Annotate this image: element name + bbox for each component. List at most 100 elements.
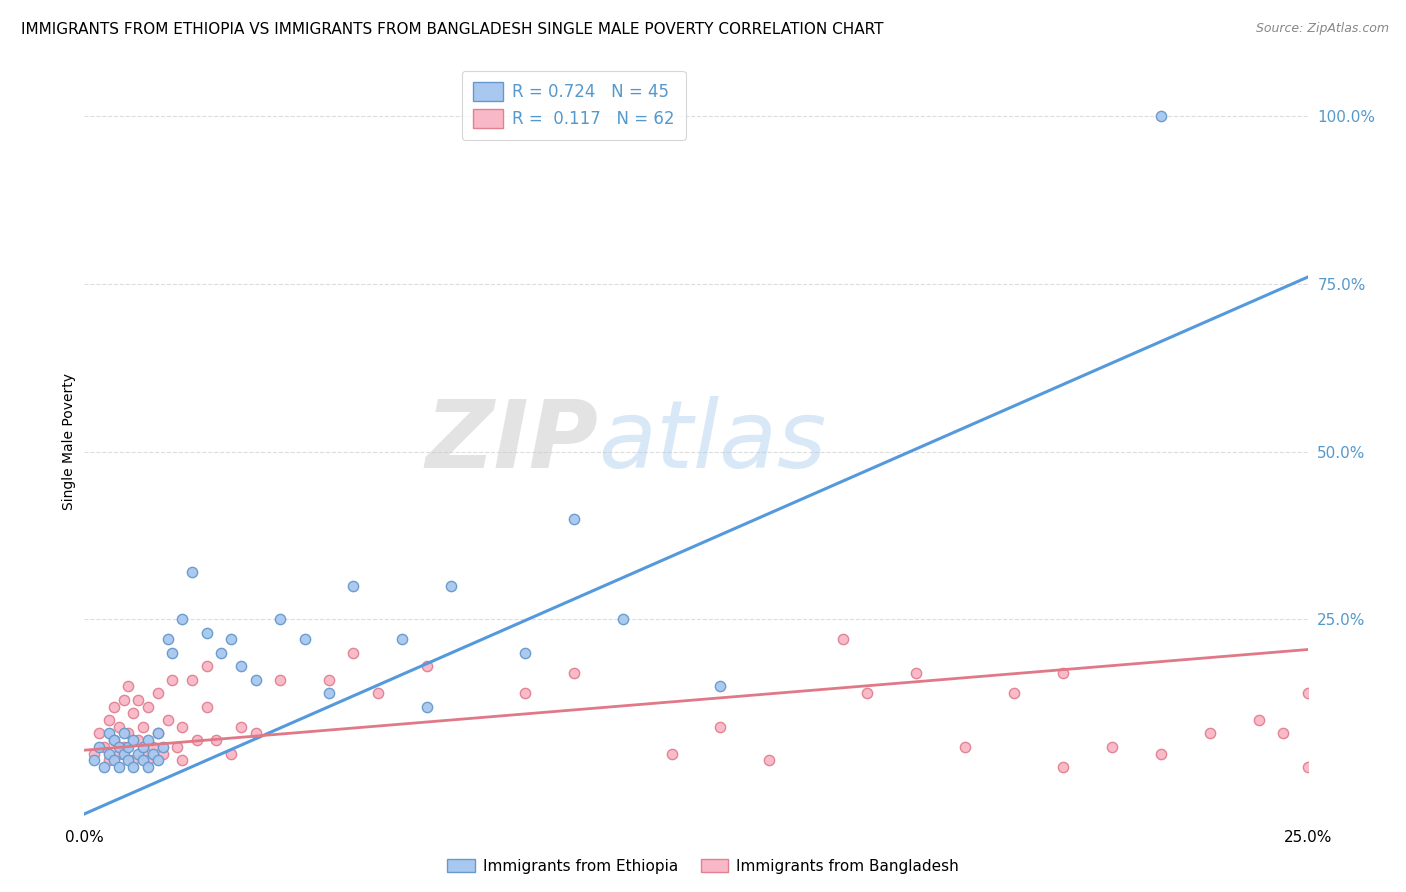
- Point: [127, 693, 149, 707]
- Point: [229, 659, 252, 673]
- Point: [107, 760, 129, 774]
- Point: [318, 673, 340, 687]
- Point: [758, 753, 780, 767]
- Point: [195, 699, 218, 714]
- Point: [112, 739, 135, 754]
- Point: [181, 566, 204, 580]
- Point: [127, 747, 149, 761]
- Point: [146, 726, 169, 740]
- Point: [117, 680, 139, 694]
- Point: [156, 632, 179, 647]
- Point: [117, 739, 139, 754]
- Point: [1272, 726, 1295, 740]
- Point: [367, 686, 389, 700]
- Point: [117, 726, 139, 740]
- Point: [87, 726, 110, 740]
- Point: [440, 579, 463, 593]
- Point: [122, 706, 145, 721]
- Point: [103, 733, 125, 747]
- Point: [661, 747, 683, 761]
- Point: [87, 739, 110, 754]
- Point: [136, 760, 159, 774]
- Point: [269, 673, 291, 687]
- Point: [229, 720, 252, 734]
- Point: [162, 646, 184, 660]
- Point: [831, 632, 853, 647]
- Point: [513, 646, 536, 660]
- Point: [245, 673, 267, 687]
- Point: [93, 739, 115, 754]
- Point: [1198, 726, 1220, 740]
- Text: IMMIGRANTS FROM ETHIOPIA VS IMMIGRANTS FROM BANGLADESH SINGLE MALE POVERTY CORRE: IMMIGRANTS FROM ETHIOPIA VS IMMIGRANTS F…: [21, 22, 883, 37]
- Point: [127, 733, 149, 747]
- Point: [97, 726, 120, 740]
- Point: [709, 680, 731, 694]
- Point: [269, 612, 291, 626]
- Point: [318, 686, 340, 700]
- Point: [294, 632, 316, 647]
- Point: [132, 753, 155, 767]
- Point: [209, 646, 232, 660]
- Point: [172, 753, 194, 767]
- Text: ZIP: ZIP: [425, 395, 598, 488]
- Point: [83, 747, 105, 761]
- Point: [132, 720, 155, 734]
- Point: [181, 673, 204, 687]
- Point: [245, 726, 267, 740]
- Point: [905, 666, 928, 681]
- Point: [205, 733, 228, 747]
- Point: [136, 699, 159, 714]
- Y-axis label: Single Male Poverty: Single Male Poverty: [62, 373, 76, 510]
- Point: [1052, 666, 1074, 681]
- Point: [172, 720, 194, 734]
- Point: [152, 739, 174, 754]
- Point: [342, 646, 364, 660]
- Text: Source: ZipAtlas.com: Source: ZipAtlas.com: [1256, 22, 1389, 36]
- Legend: R = 0.724   N = 45, R =  0.117   N = 62: R = 0.724 N = 45, R = 0.117 N = 62: [461, 70, 686, 140]
- Point: [103, 753, 125, 767]
- Point: [112, 747, 135, 761]
- Point: [1296, 686, 1319, 700]
- Point: [142, 739, 165, 754]
- Point: [97, 713, 120, 727]
- Point: [97, 747, 120, 761]
- Point: [83, 753, 105, 767]
- Point: [219, 632, 242, 647]
- Point: [166, 739, 188, 754]
- Point: [103, 733, 125, 747]
- Point: [1150, 747, 1173, 761]
- Point: [416, 659, 439, 673]
- Point: [342, 579, 364, 593]
- Point: [195, 625, 218, 640]
- Point: [107, 747, 129, 761]
- Point: [112, 693, 135, 707]
- Legend: Immigrants from Ethiopia, Immigrants from Bangladesh: Immigrants from Ethiopia, Immigrants fro…: [441, 853, 965, 880]
- Point: [132, 739, 155, 754]
- Point: [1002, 686, 1025, 700]
- Point: [146, 726, 169, 740]
- Point: [1296, 760, 1319, 774]
- Point: [391, 632, 413, 647]
- Point: [146, 686, 169, 700]
- Point: [162, 673, 184, 687]
- Point: [132, 747, 155, 761]
- Point: [156, 713, 179, 727]
- Point: [562, 512, 585, 526]
- Point: [122, 753, 145, 767]
- Point: [186, 733, 208, 747]
- Point: [856, 686, 879, 700]
- Point: [709, 720, 731, 734]
- Point: [107, 739, 129, 754]
- Point: [172, 612, 194, 626]
- Point: [1052, 760, 1074, 774]
- Point: [136, 733, 159, 747]
- Point: [612, 612, 634, 626]
- Point: [93, 760, 115, 774]
- Point: [562, 666, 585, 681]
- Point: [97, 753, 120, 767]
- Point: [195, 659, 218, 673]
- Point: [152, 747, 174, 761]
- Point: [136, 753, 159, 767]
- Point: [107, 720, 129, 734]
- Point: [953, 739, 976, 754]
